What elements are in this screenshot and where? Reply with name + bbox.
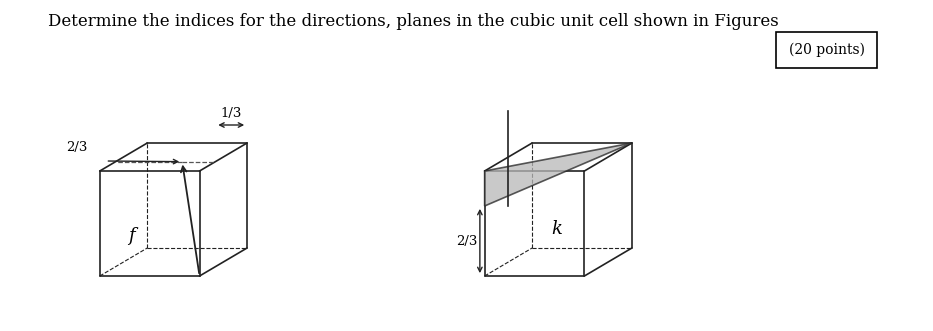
Text: f: f: [129, 227, 135, 245]
Text: k: k: [551, 220, 562, 238]
FancyBboxPatch shape: [776, 32, 877, 68]
Text: 2/3: 2/3: [66, 141, 88, 154]
Text: 1/3: 1/3: [220, 107, 242, 120]
Text: (20 points): (20 points): [788, 43, 865, 57]
Text: Determine the indices for the directions, planes in the cubic unit cell shown in: Determine the indices for the directions…: [48, 13, 778, 30]
Text: 2/3: 2/3: [455, 234, 477, 248]
Polygon shape: [484, 143, 632, 206]
